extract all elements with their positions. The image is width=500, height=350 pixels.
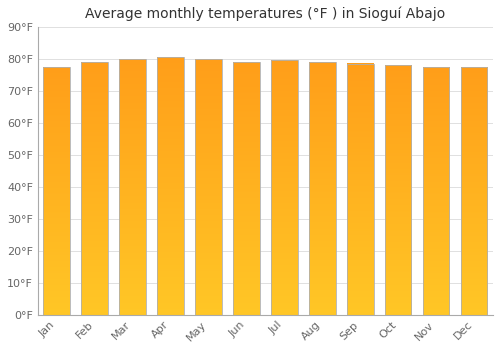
Bar <box>82 62 108 315</box>
Bar <box>347 64 374 315</box>
Bar <box>423 67 450 315</box>
Bar <box>158 57 184 315</box>
Bar <box>385 65 411 315</box>
Bar <box>309 62 336 315</box>
Title: Average monthly temperatures (°F ) in Sioguí Abajo: Average monthly temperatures (°F ) in Si… <box>86 7 446 21</box>
Bar <box>195 59 222 315</box>
Bar <box>44 67 70 315</box>
Bar <box>271 61 297 315</box>
Bar <box>233 62 260 315</box>
Bar <box>120 59 146 315</box>
Bar <box>461 67 487 315</box>
